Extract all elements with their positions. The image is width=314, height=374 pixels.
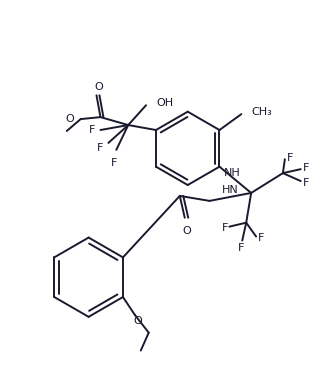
Text: F: F <box>222 223 228 233</box>
Text: F: F <box>303 163 309 173</box>
Text: F: F <box>258 233 264 243</box>
Text: O: O <box>65 114 74 124</box>
Text: O: O <box>133 316 142 326</box>
Text: F: F <box>287 153 293 163</box>
Text: HN: HN <box>222 185 239 195</box>
Text: F: F <box>97 143 103 153</box>
Text: OH: OH <box>156 98 173 108</box>
Text: F: F <box>111 158 117 168</box>
Text: F: F <box>238 242 244 252</box>
Text: O: O <box>182 226 191 236</box>
Text: NH: NH <box>224 168 241 178</box>
Text: O: O <box>94 82 103 92</box>
Text: F: F <box>89 125 95 135</box>
Text: F: F <box>303 178 309 188</box>
Text: CH₃: CH₃ <box>251 107 272 117</box>
